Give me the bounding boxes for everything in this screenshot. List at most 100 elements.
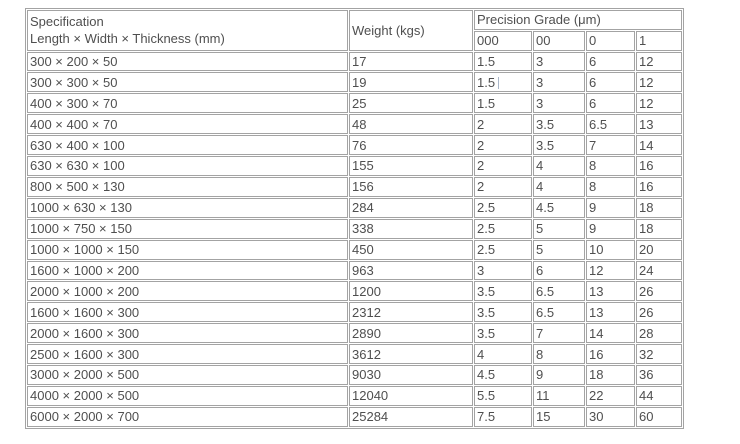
spec-cell: 1600 × 1600 × 300 <box>27 302 348 323</box>
table-row: 400 × 400 × 70 48 2 3.5 6.5 13 <box>27 114 682 135</box>
weight-cell: 155 <box>349 156 473 176</box>
weight-cell: 2890 <box>349 323 473 344</box>
grade-cell: 12 <box>636 93 682 114</box>
table-row: 6000 × 2000 × 700 25284 7.5 15 30 60 <box>27 406 682 427</box>
table-row: 1600 × 1000 × 200 963 3 6 12 24 <box>27 260 682 281</box>
weight-cell: 76 <box>349 135 473 156</box>
grade-1-header-cell: 1 <box>636 30 682 51</box>
grade-cell: 6.5 <box>533 302 585 323</box>
spec-cell: 3000 × 2000 × 500 <box>27 364 348 385</box>
grade-cell: 12 <box>636 51 682 72</box>
grade-cell: 16 <box>636 176 682 197</box>
grade-cell: 18 <box>636 218 682 239</box>
grade-cell: 3 <box>533 72 585 93</box>
spec-cell: 1000 × 750 × 150 <box>27 218 348 239</box>
table-row: 300 × 200 × 50 17 1.5 3 6 12 <box>27 51 682 72</box>
grade-cell: 20 <box>636 239 682 260</box>
grade-cell: 4.5 <box>474 364 532 385</box>
weight-cell: 25 <box>349 93 473 114</box>
spec-cell: 300 × 200 × 50 <box>27 51 348 72</box>
table-row: 800 × 500 × 130 156 2 4 8 16 <box>27 176 682 197</box>
header-row-1: Specification Length × Width × Thickness… <box>27 10 682 51</box>
grade-cell: 26 <box>636 302 682 323</box>
grade-cell: 5 <box>533 218 585 239</box>
table-row: 300 × 300 × 50 19 1.5 3 6 12 <box>27 72 682 93</box>
grade-cell: 5 <box>533 239 585 260</box>
grade-cell: 18 <box>636 197 682 218</box>
table-header: Specification Length × Width × Thickness… <box>27 10 682 51</box>
weight-cell: 284 <box>349 197 473 218</box>
grade-cell: 24 <box>636 260 682 281</box>
grade-cell: 16 <box>636 156 682 176</box>
grade-cell: 12 <box>636 72 682 93</box>
grade-cell: 8 <box>586 156 635 176</box>
grade-cell: 2.5 <box>474 239 532 260</box>
grade-cell: 13 <box>636 114 682 135</box>
spec-cell: 1600 × 1000 × 200 <box>27 260 348 281</box>
spec-cell: 6000 × 2000 × 700 <box>27 406 348 427</box>
spec-cell: 2000 × 1000 × 200 <box>27 281 348 302</box>
spec-cell: 400 × 300 × 70 <box>27 93 348 114</box>
spec-cell: 1000 × 630 × 130 <box>27 197 348 218</box>
grade-cell: 4 <box>533 156 585 176</box>
grade-cell: 18 <box>586 364 635 385</box>
text-caret <box>498 77 500 90</box>
grade-cell: 6 <box>586 93 635 114</box>
grade-cell: 2 <box>474 114 532 135</box>
grade-0-header-cell: 0 <box>586 30 635 51</box>
grade-cell: 6 <box>586 51 635 72</box>
grade-cell: 13 <box>586 281 635 302</box>
grade-cell: 6.5 <box>533 281 585 302</box>
grade-cell: 9 <box>533 364 585 385</box>
grade-cell: 3.5 <box>474 302 532 323</box>
grade-cell: 22 <box>586 385 635 406</box>
weight-cell: 19 <box>349 72 473 93</box>
grade-cell: 5.5 <box>474 385 532 406</box>
weight-cell: 2312 <box>349 302 473 323</box>
weight-cell: 9030 <box>349 364 473 385</box>
grade-cell: 10 <box>586 239 635 260</box>
grade-cell: 2.5 <box>474 197 532 218</box>
spec-cell: 400 × 400 × 70 <box>27 114 348 135</box>
specification-header-line2: Length × Width × Thickness (mm) <box>30 31 225 47</box>
spec-cell: 1000 × 1000 × 150 <box>27 239 348 260</box>
weight-cell: 25284 <box>349 406 473 427</box>
table-row: 630 × 630 × 100 155 2 4 8 16 <box>27 156 682 176</box>
weight-cell: 338 <box>349 218 473 239</box>
grade-cell: 36 <box>636 364 682 385</box>
grade-cell: 16 <box>586 344 635 364</box>
spec-cell: 2500 × 1600 × 300 <box>27 344 348 364</box>
grade-cell: 4.5 <box>533 197 585 218</box>
weight-cell: 963 <box>349 260 473 281</box>
weight-header-cell: Weight (kgs) <box>349 10 473 51</box>
grade-cell: 3 <box>533 51 585 72</box>
table-row: 2000 × 1000 × 200 1200 3.5 6.5 13 26 <box>27 281 682 302</box>
grade-cell: 9 <box>586 197 635 218</box>
grade-cell: 30 <box>586 406 635 427</box>
table-row: 1000 × 630 × 130 284 2.5 4.5 9 18 <box>27 197 682 218</box>
grade-cell: 28 <box>636 323 682 344</box>
weight-cell: 156 <box>349 176 473 197</box>
grade-cell: 7.5 <box>474 406 532 427</box>
grade-cell: 8 <box>533 344 585 364</box>
grade-cell: 4 <box>474 344 532 364</box>
table-row: 4000 × 2000 × 500 12040 5.5 11 22 44 <box>27 385 682 406</box>
weight-cell: 450 <box>349 239 473 260</box>
grade-cell: 2.5 <box>474 218 532 239</box>
spec-cell: 630 × 400 × 100 <box>27 135 348 156</box>
grade-cell: 3.5 <box>533 135 585 156</box>
grade-cell: 13 <box>586 302 635 323</box>
grade-cell: 7 <box>586 135 635 156</box>
weight-cell: 1200 <box>349 281 473 302</box>
grade-cell: 12 <box>586 260 635 281</box>
specification-table: Specification Length × Width × Thickness… <box>25 8 684 429</box>
spec-cell: 630 × 630 × 100 <box>27 156 348 176</box>
table-row: 2500 × 1600 × 300 3612 4 8 16 32 <box>27 344 682 364</box>
grade-cell: 8 <box>586 176 635 197</box>
grade-cell: 1.5 <box>474 72 532 93</box>
grade-cell: 9 <box>586 218 635 239</box>
grade-cell: 3 <box>533 93 585 114</box>
precision-grade-header-cell: Precision Grade (μm) <box>474 10 682 30</box>
grade-cell: 3.5 <box>474 323 532 344</box>
weight-cell: 3612 <box>349 344 473 364</box>
